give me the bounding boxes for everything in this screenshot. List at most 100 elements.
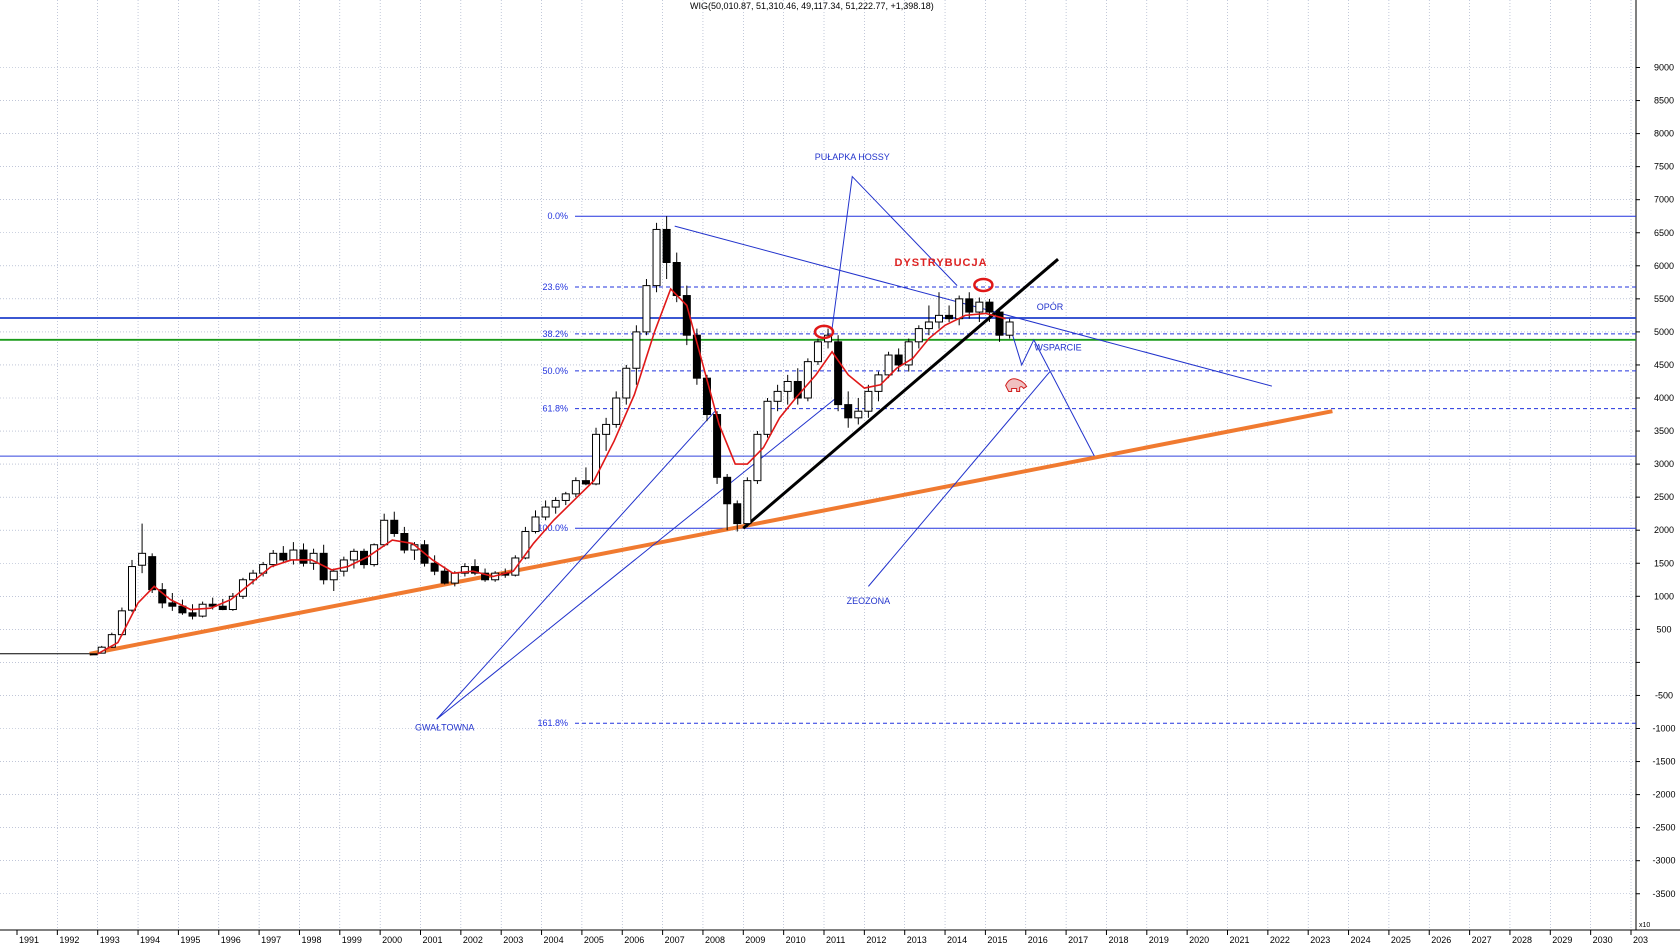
trendline-downtrend-2007	[674, 225, 1273, 387]
candle-down	[662, 228, 671, 263]
y-tick-label: 1000	[1654, 591, 1674, 601]
highlight-2011-peak	[813, 324, 835, 340]
x-tick-label: 1992	[59, 935, 79, 945]
candle-up	[773, 390, 782, 402]
candle-up	[138, 552, 147, 566]
candle-up	[924, 321, 933, 330]
candle-down	[279, 552, 288, 561]
candle-up	[592, 433, 601, 485]
candle-up	[602, 423, 611, 435]
candle-up	[460, 566, 469, 574]
candle-up	[521, 531, 530, 559]
candle-down	[470, 566, 479, 574]
y-tick-label: -2000	[1652, 790, 1675, 800]
candle-up	[571, 480, 580, 495]
annotation-label: ZEOZONA	[847, 596, 891, 606]
x-tick-label: 2021	[1230, 935, 1250, 945]
y-tick-label: 9000	[1654, 63, 1674, 73]
x-tick-label: 2030	[1593, 935, 1613, 945]
x-tick-label: 2004	[544, 935, 564, 945]
candle-up	[339, 559, 348, 572]
candle-up	[541, 506, 550, 518]
candle-down	[481, 572, 490, 581]
candle-down	[965, 298, 974, 313]
candle-down	[793, 380, 802, 399]
candle-down	[702, 377, 711, 416]
x-tick-label: 2029	[1552, 935, 1572, 945]
x-tick-label: 1995	[180, 935, 200, 945]
candle-up	[1005, 321, 1014, 336]
x-tick-label: 2003	[503, 935, 523, 945]
x-tick-label: 1993	[100, 935, 120, 945]
x-tick-label: 2005	[584, 935, 604, 945]
trendline-long-term-support	[89, 409, 1333, 656]
candle-down	[168, 602, 177, 607]
candle-up	[803, 361, 812, 399]
y-tick-label: 3000	[1654, 459, 1674, 469]
fib-level-label: 50.0%	[542, 366, 568, 376]
fib-level-label: 61.8%	[542, 404, 568, 414]
candle-up	[89, 653, 98, 656]
candle-down	[581, 480, 590, 485]
candle-down	[723, 476, 732, 505]
annotation-gwaltowna-lines	[436, 397, 837, 720]
candle-up	[309, 552, 318, 564]
x-tick-label: 1994	[140, 935, 160, 945]
candle-up	[884, 354, 893, 376]
candle-up	[107, 634, 116, 648]
candle-up	[864, 390, 873, 412]
candle-up	[531, 516, 540, 533]
candle-up	[612, 397, 621, 425]
candle-down	[299, 549, 308, 564]
moving-average-line	[97, 287, 1006, 655]
y-tick-label: -500	[1655, 690, 1673, 700]
x-tick-label: 2010	[786, 935, 806, 945]
trendline-uptrend-2009	[742, 258, 1060, 530]
candle-up	[743, 480, 752, 525]
y-tick-label: 2000	[1654, 525, 1674, 535]
candle-up	[269, 552, 278, 566]
y-tick-label: 4000	[1654, 393, 1674, 403]
candle-up	[813, 341, 822, 363]
x-tick-label: 1997	[261, 935, 281, 945]
y-tick-label: 500	[1656, 624, 1671, 634]
x-tick-label: 2012	[866, 935, 886, 945]
bear-icon	[1005, 378, 1028, 392]
annotation-label: DYSTRYBUCJA	[894, 257, 987, 269]
candle-up	[249, 572, 258, 581]
candle-down	[733, 503, 742, 525]
y-tick-label: 8000	[1654, 129, 1674, 139]
candle-up	[329, 570, 338, 581]
fib-level-label: 23.6%	[542, 282, 568, 292]
candle-down	[945, 314, 954, 320]
x-tick-label: 2000	[382, 935, 402, 945]
y-tick-label: 7500	[1654, 162, 1674, 172]
x-tick-label: 2001	[423, 935, 443, 945]
candle-up	[349, 550, 358, 561]
candle-up	[975, 301, 984, 313]
x-tick-label: 2014	[947, 935, 967, 945]
candle-up	[622, 367, 631, 399]
y-tick-label: 7000	[1654, 195, 1674, 205]
x-tick-label: 1998	[301, 935, 321, 945]
x-tick-label: 2027	[1472, 935, 1492, 945]
x-tick-label: 2016	[1028, 935, 1048, 945]
x-tick-label: 2006	[624, 935, 644, 945]
x-tick-label: 1991	[19, 935, 39, 945]
y-tick-label: 5000	[1654, 327, 1674, 337]
y-tick-label: 6000	[1654, 261, 1674, 271]
fib-level-label: 161.8%	[537, 718, 568, 728]
annotation-label: OPÓR	[1037, 302, 1064, 312]
chart-title: WIG(50,010.87, 51,310.46, 49,117.34, 51,…	[690, 1, 934, 11]
candle-up	[551, 499, 560, 508]
y-tick-label: 5500	[1654, 294, 1674, 304]
x-tick-label: 2017	[1068, 935, 1088, 945]
annotation-label: WSPARCIE	[1034, 342, 1081, 352]
candle-up	[763, 400, 772, 435]
y-tick-label: 8500	[1654, 96, 1674, 106]
candle-up	[127, 566, 136, 611]
candle-up	[914, 328, 923, 343]
candle-down	[995, 311, 1004, 336]
candle-down	[440, 570, 449, 584]
